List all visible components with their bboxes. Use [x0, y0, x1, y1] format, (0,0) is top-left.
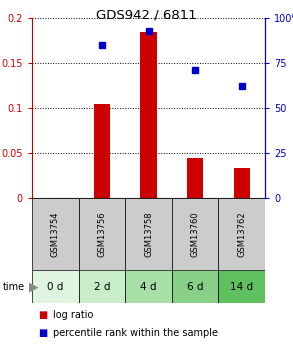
Text: GSM13760: GSM13760: [191, 211, 200, 257]
Bar: [218, 198, 265, 270]
Text: 14 d: 14 d: [230, 282, 253, 292]
Bar: [79, 198, 125, 270]
Bar: [140, 31, 157, 198]
Text: GSM13758: GSM13758: [144, 211, 153, 257]
Text: GSM13762: GSM13762: [237, 211, 246, 257]
Text: 6 d: 6 d: [187, 282, 203, 292]
Bar: [218, 270, 265, 303]
Bar: [32, 198, 79, 270]
Text: log ratio: log ratio: [53, 310, 93, 320]
Bar: [125, 270, 172, 303]
Bar: [125, 198, 172, 270]
Bar: [79, 270, 125, 303]
Text: time: time: [3, 282, 25, 292]
Bar: [32, 270, 79, 303]
Text: ■: ■: [38, 310, 47, 320]
Text: GSM13754: GSM13754: [51, 211, 60, 257]
Bar: [234, 168, 250, 198]
Bar: [172, 198, 218, 270]
Text: GDS942 / 6811: GDS942 / 6811: [96, 9, 197, 22]
Text: 4 d: 4 d: [140, 282, 157, 292]
Text: ■: ■: [38, 328, 47, 338]
Text: ▶: ▶: [29, 280, 38, 293]
Text: percentile rank within the sample: percentile rank within the sample: [53, 328, 218, 338]
Text: 2 d: 2 d: [94, 282, 110, 292]
Text: GSM13756: GSM13756: [97, 211, 106, 257]
Bar: [172, 270, 218, 303]
Bar: [94, 104, 110, 198]
Bar: [187, 158, 203, 198]
Text: 0 d: 0 d: [47, 282, 64, 292]
